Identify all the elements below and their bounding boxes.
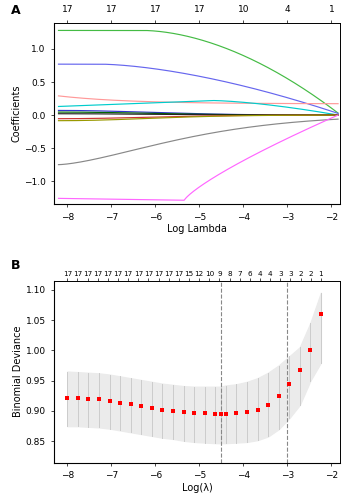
Y-axis label: Binomial Deviance: Binomial Deviance: [13, 326, 23, 418]
Point: [255, 406, 260, 414]
Text: A: A: [11, 4, 21, 18]
Point: [297, 366, 303, 374]
Point: [218, 410, 223, 418]
X-axis label: Log Lambda: Log Lambda: [167, 224, 227, 234]
Point: [191, 409, 197, 417]
Point: [65, 394, 70, 402]
Point: [107, 396, 112, 404]
X-axis label: Log(λ): Log(λ): [182, 482, 213, 492]
Point: [276, 392, 281, 400]
Point: [244, 408, 250, 416]
Point: [139, 402, 144, 410]
Point: [233, 410, 239, 418]
Point: [159, 406, 165, 414]
Point: [117, 398, 123, 406]
Point: [181, 408, 186, 416]
Point: [149, 404, 155, 412]
Point: [265, 401, 271, 409]
Point: [96, 396, 102, 404]
Y-axis label: Coefficients: Coefficients: [11, 84, 21, 142]
Point: [287, 380, 292, 388]
Point: [307, 346, 313, 354]
Point: [86, 395, 91, 403]
Point: [213, 410, 218, 418]
Text: B: B: [11, 259, 21, 272]
Point: [223, 410, 229, 418]
Point: [202, 410, 207, 418]
Point: [128, 400, 134, 408]
Point: [170, 407, 176, 415]
Point: [318, 310, 324, 318]
Point: [75, 394, 81, 402]
